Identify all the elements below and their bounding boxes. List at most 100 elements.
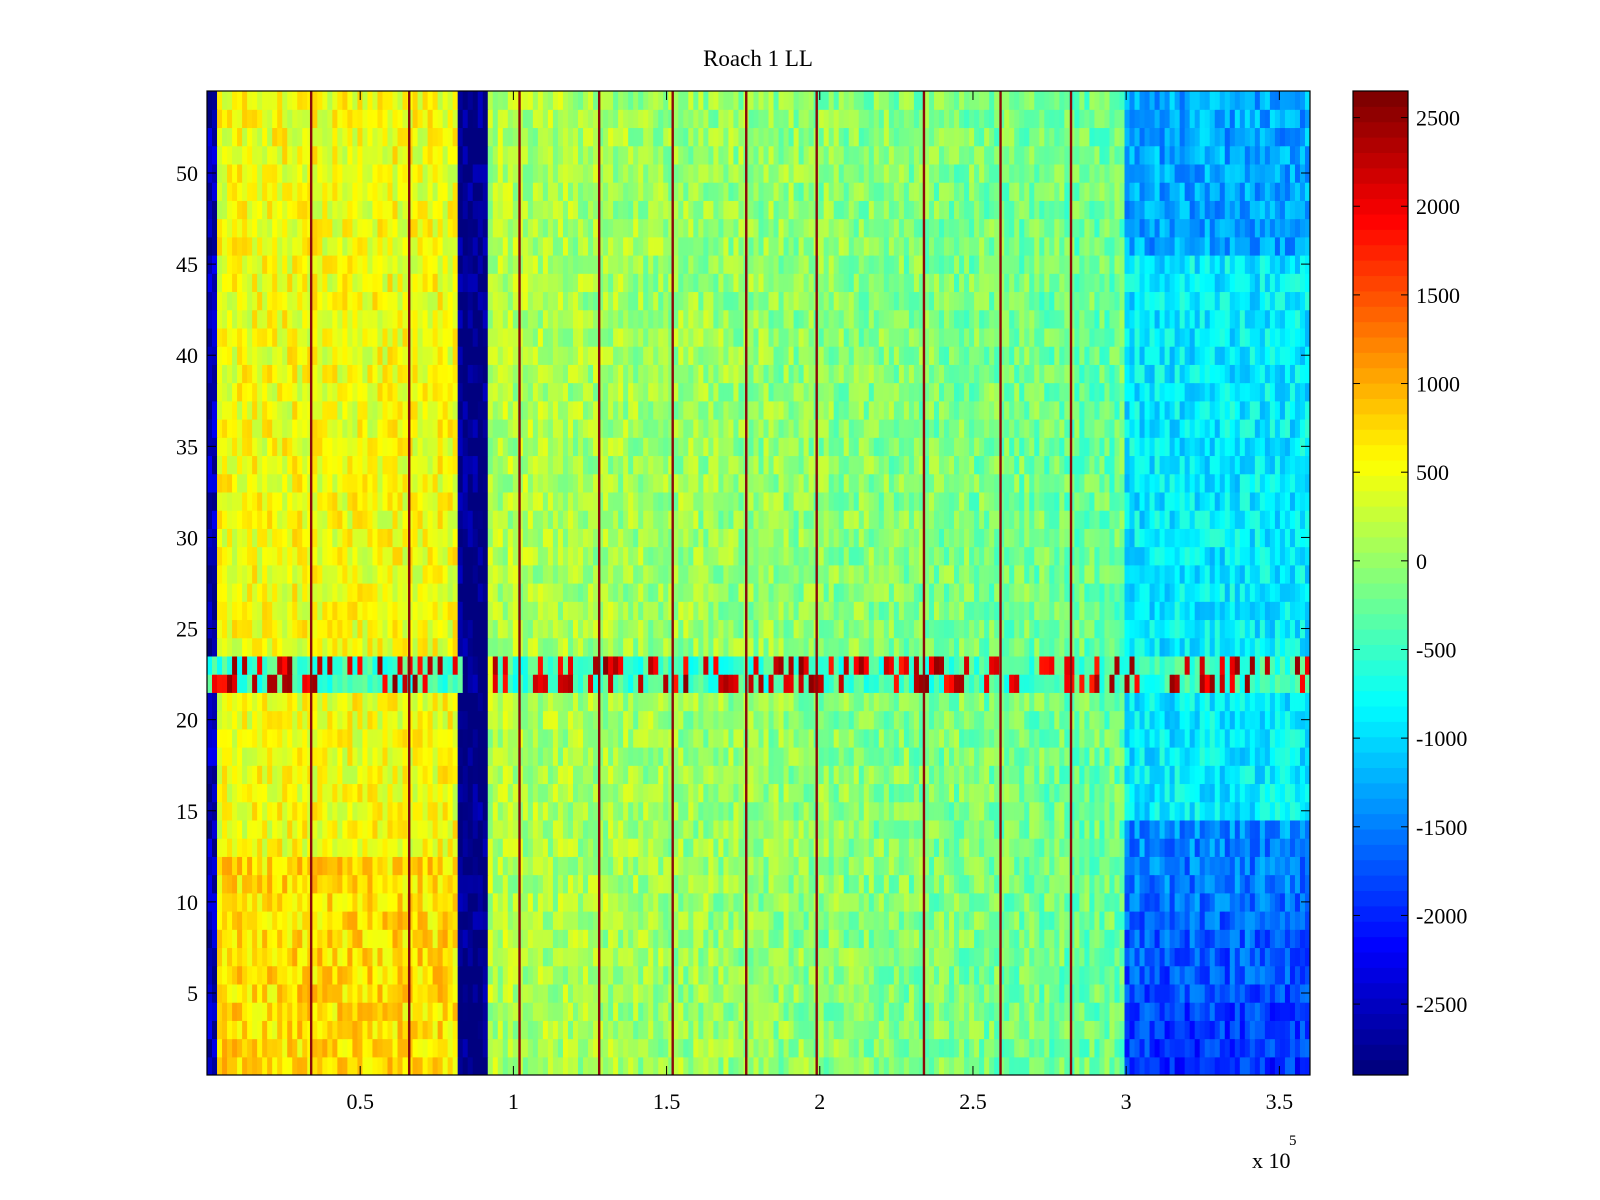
heatmap-cell (372, 692, 379, 712)
heatmap-cell (267, 765, 273, 785)
heatmap-cell (397, 801, 404, 821)
heatmap-cell (578, 947, 584, 967)
heatmap-cell (918, 783, 925, 803)
heatmap-cell (337, 747, 343, 766)
heatmap-cell (923, 892, 930, 912)
heatmap-cell (1049, 911, 1055, 930)
heatmap-cell (1149, 728, 1156, 748)
heatmap-cell (427, 801, 434, 821)
heatmap-cell (277, 947, 283, 967)
heatmap-cell (392, 765, 399, 785)
heatmap-cell (542, 1056, 549, 1075)
heatmap-cell (893, 1038, 900, 1058)
heatmap-cell (798, 692, 805, 712)
heatmap-cell (472, 801, 479, 821)
heatmap-cell (1164, 965, 1171, 985)
heatmap-cell (562, 1020, 569, 1040)
heatmap-cell (698, 1002, 704, 1021)
heatmap-cell (773, 874, 780, 894)
heatmap-cell (422, 747, 429, 766)
heatmap-cell (979, 1020, 985, 1040)
heatmap-cell (628, 965, 634, 985)
heatmap-cell (422, 710, 429, 730)
heatmap-cell (377, 947, 384, 967)
heatmap-cell (878, 929, 885, 949)
heatmap-cell (1194, 674, 1201, 693)
heatmap-cell (457, 1038, 464, 1058)
heatmap-cell (1279, 801, 1286, 821)
heatmap-cell (532, 1056, 539, 1075)
heatmap-cell (938, 929, 945, 949)
heatmap-cell (984, 892, 990, 912)
heatmap-cell (497, 655, 504, 675)
heatmap-cell (798, 947, 805, 967)
heatmap-cell (247, 747, 253, 766)
heatmap-cell (773, 1056, 780, 1075)
heatmap-cell (492, 1002, 499, 1021)
heatmap-cell (1094, 892, 1101, 912)
heatmap-cell (312, 965, 318, 985)
heatmap-cell (828, 1038, 835, 1058)
heatmap-cell (262, 728, 268, 748)
heatmap-cell (402, 892, 409, 912)
heatmap-cell (1059, 1020, 1065, 1040)
heatmap-cell (1049, 819, 1055, 839)
heatmap-cell (1279, 983, 1286, 1003)
heatmap-cell (853, 838, 860, 857)
heatmap-cell (753, 1038, 760, 1058)
heatmap-cell (512, 783, 519, 803)
heatmap-cell (237, 1020, 243, 1040)
heatmap-cell (1214, 856, 1221, 876)
heatmap-cell (347, 819, 353, 839)
heatmap-cell (392, 965, 399, 985)
heatmap-cell (1119, 710, 1126, 730)
heatmap-cell (974, 765, 980, 785)
heatmap-cell (1014, 892, 1020, 912)
heatmap-cell (798, 911, 805, 930)
heatmap-cell (823, 892, 830, 912)
heatmap-cell (583, 710, 589, 730)
heatmap-cell (337, 1002, 343, 1021)
heatmap-cell (633, 929, 639, 949)
heatmap-cell (728, 983, 735, 1003)
heatmap-cell (583, 1020, 589, 1040)
heatmap-cell (748, 947, 755, 967)
heatmap-cell (1289, 692, 1296, 712)
heatmap-cell (382, 1038, 389, 1058)
heatmap-cell (583, 765, 589, 785)
heatmap-cell (462, 1038, 469, 1058)
heatmap-cell (1244, 783, 1251, 803)
heatmap-cell (944, 1038, 950, 1058)
heatmap-cell (728, 947, 735, 967)
heatmap-cell (738, 728, 745, 748)
heatmap-cell (1294, 947, 1301, 967)
heatmap-cell (828, 1002, 835, 1021)
heatmap-cell (1149, 856, 1156, 876)
heatmap-cell (984, 801, 990, 821)
heatmap-cell (793, 728, 800, 748)
heatmap-cell (1279, 765, 1286, 785)
heatmap-cell (583, 983, 589, 1003)
heatmap-cell (452, 947, 459, 967)
heatmap-cell (1209, 674, 1216, 693)
heatmap-cell (1084, 747, 1090, 766)
heatmap-cell (648, 838, 654, 857)
heatmap-cell (858, 983, 865, 1003)
heatmap-cell (1274, 965, 1281, 985)
heatmap-cell (1104, 1056, 1111, 1075)
heatmap-cell (928, 783, 935, 803)
heatmap-cell (913, 728, 920, 748)
heatmap-cell (412, 710, 419, 730)
heatmap-cell (783, 1056, 790, 1075)
heatmap-cell (1014, 911, 1020, 930)
heatmap-cell (237, 947, 243, 967)
heatmap-cell (933, 947, 940, 967)
heatmap-cell (663, 874, 669, 894)
heatmap-cell (227, 1056, 233, 1075)
heatmap-cell (1304, 1056, 1310, 1075)
heatmap-cell (282, 838, 288, 857)
heatmap-cell (1094, 947, 1101, 967)
heatmap-cell (452, 838, 459, 857)
heatmap-cell (1249, 819, 1256, 839)
heatmap-cell (688, 1038, 694, 1058)
